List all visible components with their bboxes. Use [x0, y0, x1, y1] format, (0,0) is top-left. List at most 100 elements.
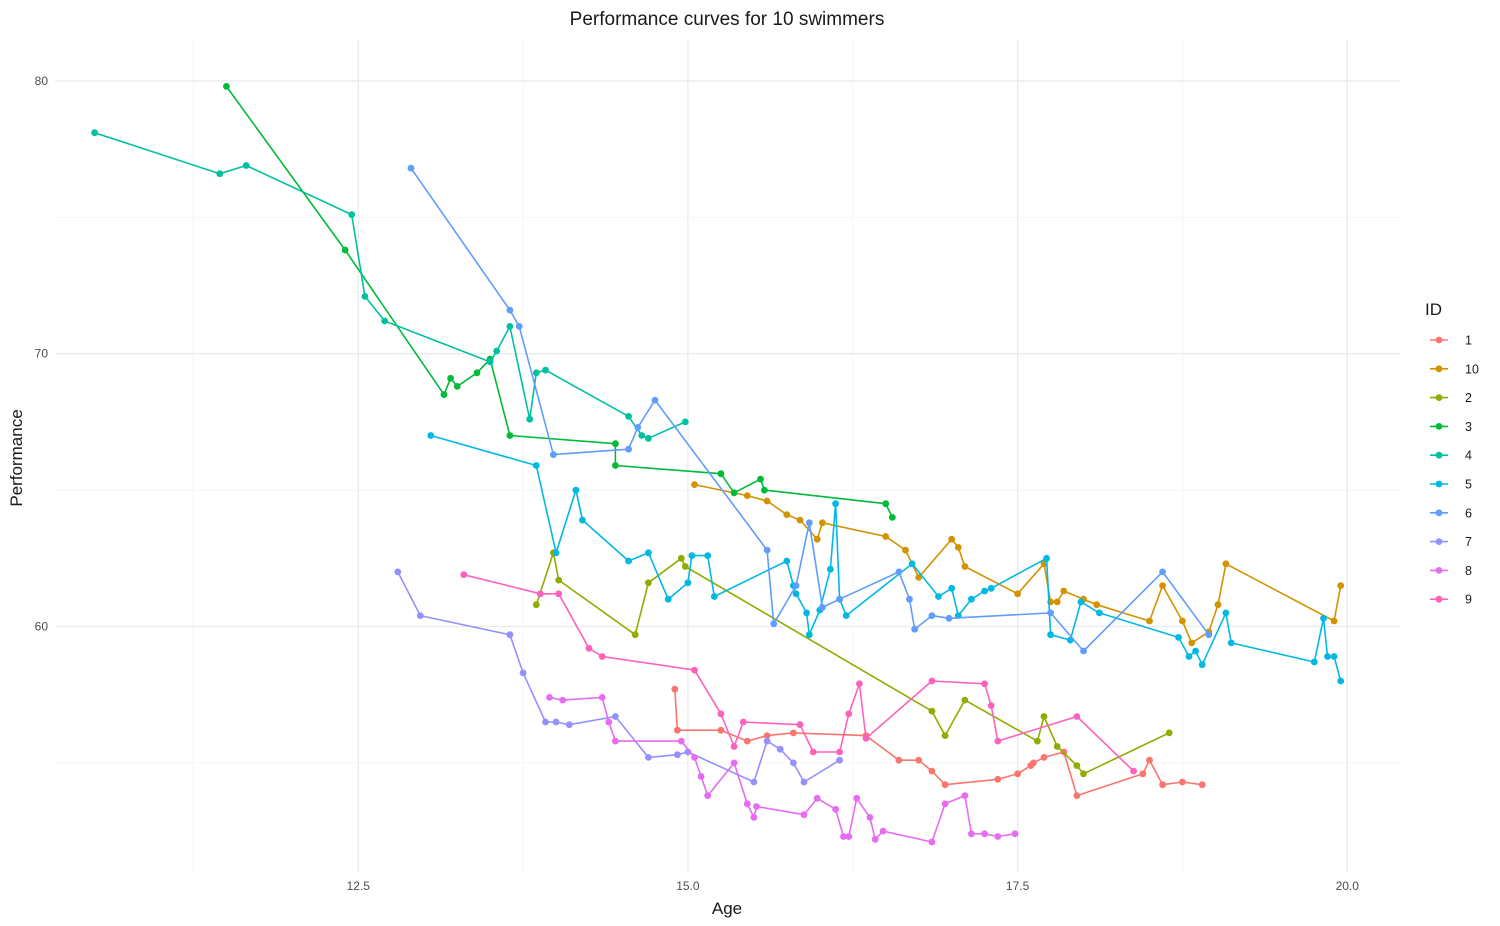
data-point	[1222, 609, 1230, 617]
data-point	[710, 593, 718, 600]
data-point	[697, 773, 705, 780]
data-point	[555, 590, 563, 598]
data-point	[763, 737, 771, 745]
legend-label: 1	[1465, 334, 1472, 348]
legend-item-3: 3	[1430, 420, 1472, 434]
data-point	[856, 680, 863, 688]
data-point	[941, 800, 949, 808]
data-point	[757, 475, 764, 483]
data-point	[961, 792, 969, 799]
data-point	[994, 737, 1002, 745]
data-point	[819, 519, 826, 527]
data-point	[460, 571, 468, 579]
legend-label: 3	[1465, 420, 1472, 434]
data-point	[842, 612, 850, 619]
data-point	[1324, 653, 1331, 660]
data-point	[945, 614, 953, 622]
legend-item-8: 8	[1430, 564, 1472, 578]
series-layer	[91, 83, 1345, 846]
data-point	[579, 516, 586, 524]
data-point	[416, 612, 424, 619]
legend-key-point	[1435, 394, 1443, 401]
data-point	[526, 415, 534, 423]
data-point	[473, 369, 481, 377]
data-point	[1014, 770, 1021, 778]
data-point	[381, 317, 389, 325]
legend-title: ID	[1425, 300, 1442, 319]
series-line	[430, 434, 1342, 682]
data-point	[1337, 677, 1345, 685]
series-8	[546, 694, 1019, 846]
series-6	[407, 164, 1213, 655]
data-point	[845, 833, 853, 840]
data-point	[1040, 560, 1048, 568]
data-point	[915, 574, 923, 581]
data-point	[612, 713, 619, 720]
data-point	[612, 462, 619, 469]
data-point	[1159, 781, 1166, 789]
data-point	[506, 323, 514, 330]
data-point	[1073, 762, 1081, 769]
data-point	[1053, 743, 1061, 750]
legend-key-point	[1435, 365, 1443, 373]
data-point	[1014, 590, 1021, 598]
data-point	[645, 754, 652, 761]
data-point	[902, 546, 909, 554]
data-point	[928, 612, 936, 619]
data-point	[803, 609, 810, 617]
data-point	[981, 680, 988, 688]
data-point	[987, 584, 995, 592]
data-point	[546, 694, 553, 701]
data-point	[612, 737, 619, 745]
y-axis-title: Performance	[7, 409, 26, 506]
x-tick-label: 17.5	[1006, 879, 1030, 893]
data-point	[908, 560, 916, 568]
data-point	[348, 211, 356, 219]
data-point	[827, 565, 834, 573]
data-point	[645, 434, 652, 442]
data-point	[783, 557, 791, 565]
series-line	[410, 167, 1210, 652]
data-point	[813, 794, 821, 802]
data-point	[1198, 661, 1206, 669]
data-point	[800, 778, 808, 786]
legend-label: 7	[1465, 535, 1472, 549]
data-point	[453, 383, 461, 390]
data-point	[743, 800, 751, 808]
series-line	[225, 85, 894, 518]
data-point	[994, 833, 1002, 840]
legend-item-9: 9	[1430, 593, 1472, 607]
legend-item-4: 4	[1430, 449, 1472, 463]
data-point	[862, 734, 870, 742]
data-point	[605, 718, 613, 726]
data-point	[1080, 647, 1087, 655]
data-point	[853, 794, 861, 802]
data-point	[836, 756, 843, 764]
data-point	[928, 707, 936, 715]
data-point	[532, 369, 540, 377]
series-line	[535, 551, 1170, 775]
data-point	[361, 293, 369, 300]
data-point	[536, 590, 544, 598]
data-point	[1130, 767, 1137, 775]
legend-item-5: 5	[1430, 478, 1472, 492]
data-point	[486, 358, 494, 366]
data-point	[1330, 617, 1338, 625]
data-point	[1214, 601, 1222, 609]
data-point	[1175, 634, 1182, 641]
data-point	[704, 552, 712, 559]
data-point	[1179, 778, 1186, 786]
data-point	[242, 162, 250, 169]
data-point	[954, 544, 962, 551]
data-point	[585, 644, 593, 652]
legend-key-point	[1435, 567, 1443, 574]
series-9	[460, 571, 1137, 775]
data-point	[915, 756, 923, 764]
data-point	[664, 595, 672, 603]
data-point	[1030, 759, 1037, 767]
data-point	[994, 775, 1002, 783]
series-5	[427, 432, 1345, 685]
data-point	[542, 718, 549, 726]
data-point	[888, 514, 896, 521]
data-point	[394, 568, 402, 576]
